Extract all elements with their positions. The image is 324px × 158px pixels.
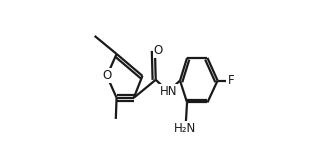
Text: HN: HN bbox=[159, 85, 177, 98]
Text: O: O bbox=[154, 44, 163, 57]
Text: H₂N: H₂N bbox=[174, 122, 197, 135]
Text: O: O bbox=[102, 69, 111, 82]
Text: F: F bbox=[228, 74, 235, 87]
